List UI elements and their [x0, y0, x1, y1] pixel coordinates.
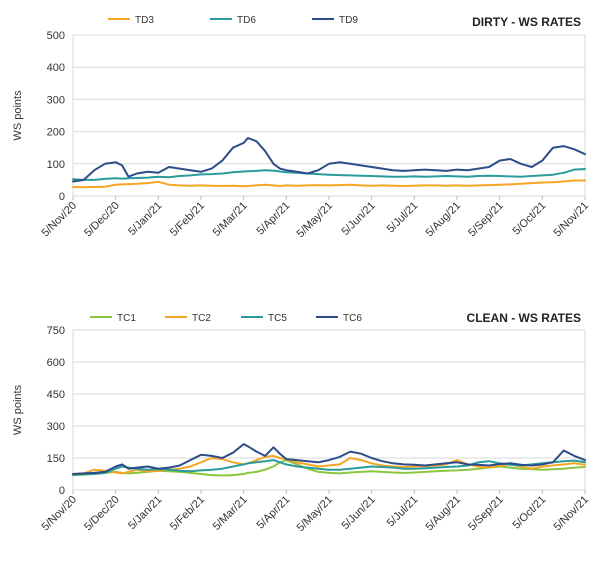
y-tick-label: 300 [47, 94, 65, 106]
x-tick-label: 5/Dec/20 [82, 494, 122, 534]
x-tick-label: 5/Feb/21 [168, 494, 207, 533]
legend-label: TD6 [237, 15, 256, 26]
x-tick-label: 5/Nov/20 [40, 494, 80, 534]
legend-item-tc1: TC1 [90, 313, 136, 324]
x-tick-label: 5/May/21 [295, 200, 335, 240]
x-tick-label: 5/Oct/21 [511, 494, 549, 532]
x-tick-label: 5/Nov/21 [552, 200, 592, 240]
legend-item-tc2: TC2 [165, 313, 211, 324]
y-tick-label: 0 [59, 485, 65, 497]
x-tick-label: 5/May/21 [295, 494, 335, 534]
series-line-tc6 [72, 443, 586, 475]
legend-label: TC2 [192, 313, 211, 324]
y-tick-label: 150 [47, 453, 65, 465]
x-tick-label: 5/Nov/20 [40, 200, 80, 240]
y-tick-label: 100 [47, 159, 65, 171]
x-tick-label: 5/Aug/21 [423, 200, 463, 240]
x-tick-label: 5/Apr/21 [255, 200, 293, 238]
chart-1: 0 100 200 300 400 500 5/Nov/20 5/Dec/20 5/Jan/21… [12, 15, 591, 240]
x-tick-label: 5/Jul/21 [385, 200, 421, 236]
x-tick-label: 5/Jun/21 [339, 494, 377, 532]
x-tick-label: 5/Mar/21 [211, 494, 250, 533]
legend-label: TC1 [117, 313, 136, 324]
y-tick-label: 400 [47, 62, 65, 74]
y-tick-label: 500 [47, 30, 65, 42]
y-tick-label: 600 [47, 357, 65, 369]
legend-item-td9: TD9 [312, 15, 358, 26]
legend-label: TD9 [339, 15, 358, 26]
x-tick-label: 5/Jun/21 [339, 200, 377, 238]
chart-2: 0 150 300 450 600 750 5/Nov/20 5/Dec/20 5/Jan/21… [12, 311, 591, 534]
legend-label: TC5 [268, 313, 287, 324]
x-tick-label: 5/Sep/21 [466, 200, 506, 240]
chart-title: DIRTY - WS RATES [472, 15, 581, 29]
x-tick-label: 5/Jan/21 [126, 494, 164, 532]
legend-item-td3: TD3 [108, 15, 154, 26]
x-tick-label: 5/Apr/21 [255, 494, 293, 532]
x-tick-label: 5/Jan/21 [126, 200, 164, 238]
series-line-tc2 [72, 454, 586, 475]
x-tick-label: 5/Aug/21 [423, 494, 463, 534]
x-tick-label: 5/Oct/21 [511, 200, 549, 238]
legend-item-td6: TD6 [210, 15, 256, 26]
y-tick-label: 300 [47, 421, 65, 433]
chart-title: CLEAN - WS RATES [467, 311, 581, 325]
y-tick-label: 450 [47, 389, 65, 401]
x-tick-label: 5/Feb/21 [168, 200, 207, 239]
y-tick-label: 750 [47, 325, 65, 337]
x-tick-label: 5/Mar/21 [211, 200, 250, 239]
series-line-td9 [72, 137, 586, 183]
x-tick-label: 5/Nov/21 [552, 494, 592, 534]
series-line-td6 [72, 168, 586, 181]
series-line-tc5 [72, 459, 586, 476]
x-tick-label: 5/Sep/21 [466, 494, 506, 534]
y-axis-label: WS points [12, 90, 24, 141]
x-tick-label: 5/Jul/21 [385, 494, 421, 530]
legend-item-tc5: TC5 [241, 313, 287, 324]
y-axis-label: WS points [12, 384, 24, 435]
series-line-td3 [72, 179, 586, 189]
legend-label: TC6 [343, 313, 362, 324]
y-tick-label: 0 [59, 191, 65, 203]
legend-item-tc6: TC6 [316, 313, 362, 324]
x-tick-label: 5/Dec/20 [82, 200, 122, 240]
y-tick-label: 200 [47, 127, 65, 139]
legend-label: TD3 [135, 15, 154, 26]
